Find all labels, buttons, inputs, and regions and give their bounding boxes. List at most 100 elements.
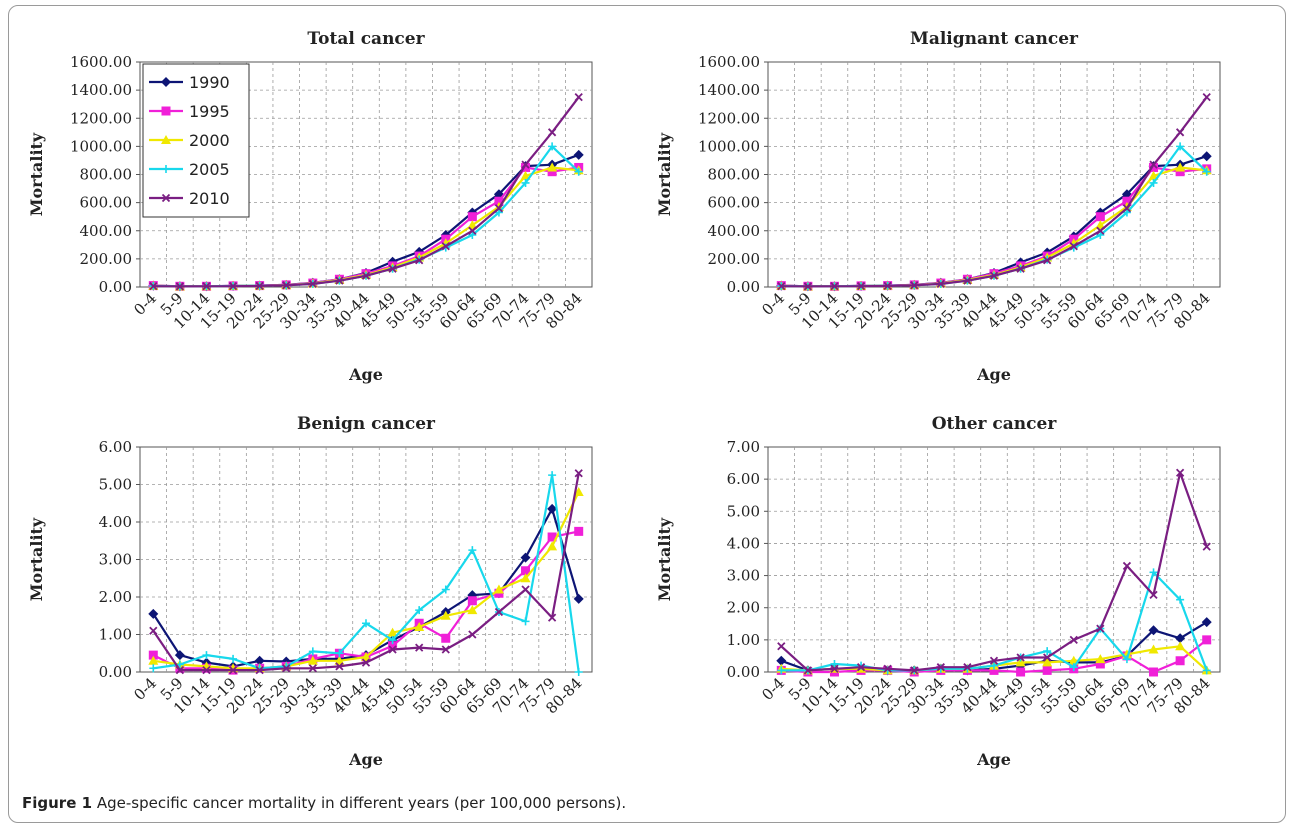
data-point-1995 [467,212,477,222]
data-point-2010 [388,645,397,654]
data-point-2010 [335,662,344,671]
y-tick-label: 200.00 [80,250,133,268]
data-point-1990 [1201,151,1212,162]
data-point-2005 [777,666,786,675]
data-point-1995 [388,641,398,651]
data-point-2010 [441,242,450,251]
data-point-2010 [1016,653,1025,662]
y-tick-label: 3.00 [727,567,760,585]
data-point-2000 [334,655,345,665]
data-point-2005 [521,178,530,187]
data-point-2000 [307,655,318,665]
y-tick-label: 7.00 [727,438,760,456]
y-tick-label: 1400.00 [70,81,132,99]
data-point-2010 [1096,226,1105,235]
chart-malignant-cancer: Malignant cancer 0.00 200.00 400.00 600.00 80… [655,29,1221,384]
data-point-2010 [1122,204,1132,213]
y-tick-label: 1200.00 [698,109,760,127]
data-point-2005 [1149,568,1158,577]
data-point-2010 [910,281,919,290]
data-point-2000 [1148,644,1159,654]
data-point-2000 [414,622,425,631]
data-point-2010 [228,282,238,291]
data-point-1990 [1148,625,1159,636]
data-point-2005 [1043,647,1052,656]
legend-item-2005: 2005 [149,160,230,179]
data-point-2010 [149,282,158,291]
data-point-1990 [776,655,787,666]
x-tick-label: 0-4 [130,289,160,319]
data-point-2010 [1096,624,1105,633]
data-point-2005 [1202,167,1211,176]
series-2010 [777,93,1211,291]
data-point-1990 [254,655,265,666]
data-point-2010 [255,281,264,291]
chart-title: Malignant cancer [910,29,1079,49]
y-tick-label: 800.00 [708,166,761,184]
data-point-2010 [361,658,371,667]
data-point-2010 [175,282,185,291]
data-point-2010 [936,663,945,672]
data-point-2000 [467,220,478,230]
y-tick-label: 800.00 [80,166,133,184]
data-point-2010 [989,271,999,280]
y-tick-label: 1.00 [727,631,760,649]
y-tick-label: 1000.00 [70,137,132,155]
data-point-2010 [255,665,264,675]
data-point-1995 [1042,665,1052,675]
legend-marker [161,135,171,144]
data-point-2005 [521,617,530,626]
data-point-2010 [574,93,583,102]
data-point-2010 [1122,561,1132,571]
y-tick-label: 0.00 [99,278,132,296]
data-point-2010 [149,626,158,635]
data-point-1990 [148,608,159,619]
data-point-2010 [830,664,839,673]
y-axis-label: Mortality [27,517,46,601]
y-tick-label: 1400.00 [698,81,760,99]
data-point-1995 [494,196,504,206]
data-point-2005 [1069,663,1078,672]
data-point-2000 [1042,657,1053,667]
legend: 1990 1995 2000 2005 2010 [142,63,250,218]
chart-benign-cancer: Benign cancer 0.00 1.00 2.00 3.00 4.00 5.00 6.0… [27,414,593,769]
data-point-2005 [548,142,557,151]
data-point-2010 [547,613,557,622]
legend-marker [161,106,171,116]
data-point-1990 [547,503,558,514]
figure-caption: Figure 1 Age-specific cancer mortality i… [22,794,626,812]
y-tick-label: 1000.00 [698,137,760,155]
chart-title: Total cancer [307,29,425,49]
data-point-2010 [202,665,211,675]
data-point-2005 [335,649,344,658]
data-point-2005 [494,208,503,217]
legend-marker [161,193,171,203]
y-tick-label: 4.00 [727,534,760,552]
y-tick-label: 1.00 [99,626,132,644]
series-2010 [777,468,1211,675]
data-point-1995 [521,162,531,172]
data-point-2010 [1175,468,1185,477]
data-point-2005 [388,636,397,645]
data-point-2000 [1175,641,1186,651]
data-point-2010 [388,264,397,273]
chart-total-cancer: Total cancer 0.00 200.00 400.00 600.00 800.00… [27,29,593,384]
data-point-2010 [521,160,530,169]
data-point-2010 [282,281,291,290]
data-point-2010 [1202,93,1211,102]
data-point-2010 [1202,542,1211,551]
data-point-2010 [415,643,424,652]
data-point-1995 [547,167,557,177]
data-point-2000 [520,573,531,583]
data-point-2010 [989,656,999,665]
data-point-1995 [148,650,158,660]
data-point-2005 [149,664,158,673]
data-point-2010 [830,282,839,291]
y-tick-label: 4.00 [99,513,132,531]
data-point-1990 [174,650,185,661]
x-tick-label: 0-4 [130,674,160,704]
y-tick-label: 2.00 [99,588,132,606]
data-point-2000 [148,655,159,665]
data-point-1995 [1175,656,1185,666]
data-point-2010 [494,204,504,213]
